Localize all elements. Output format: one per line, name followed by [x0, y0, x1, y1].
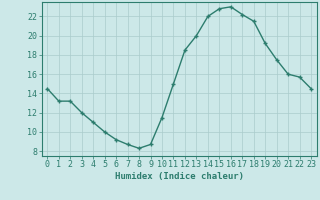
- X-axis label: Humidex (Indice chaleur): Humidex (Indice chaleur): [115, 172, 244, 181]
